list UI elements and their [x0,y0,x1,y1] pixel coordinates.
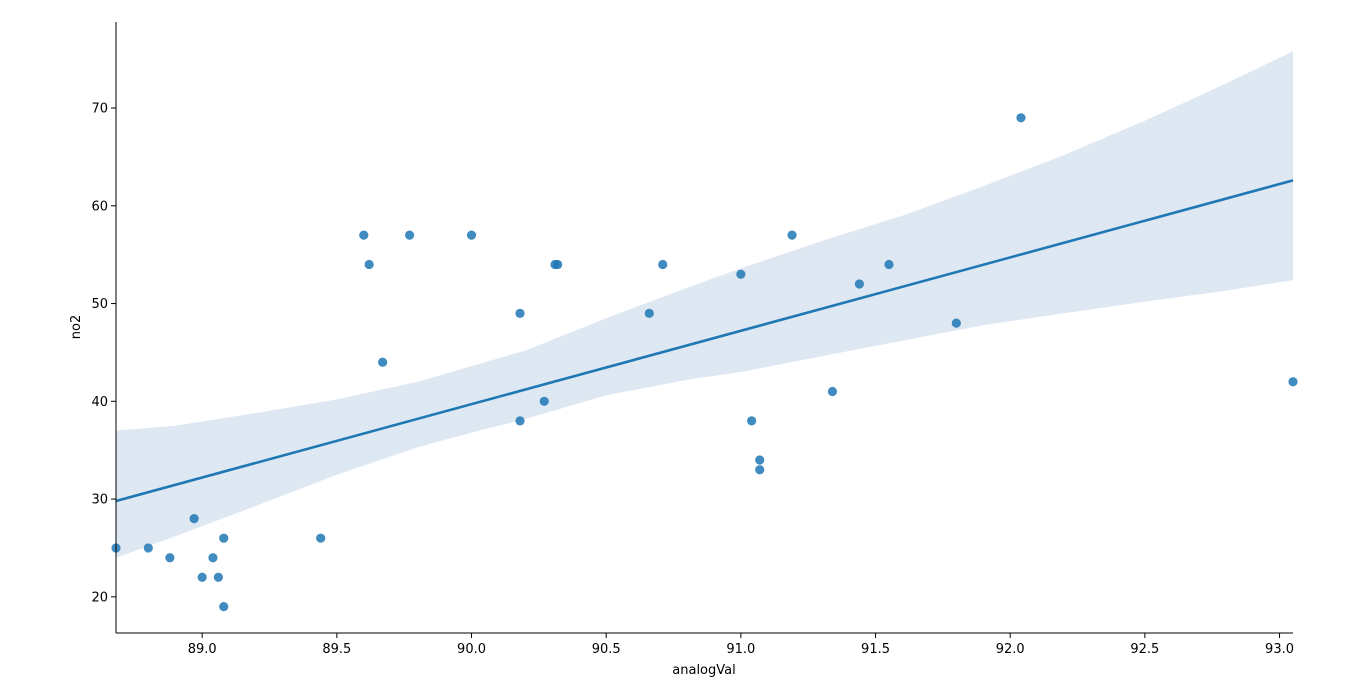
x-tick-label: 93.0 [1265,642,1294,657]
scatter-point [1288,377,1298,387]
y-tick-label: 30 [91,493,108,508]
scatter-point [189,514,199,524]
scatter-point [515,416,525,426]
y-ticks: 20 30 40 50 60 70 [91,102,116,605]
x-tick-label: 91.0 [726,642,755,657]
scatter-point [1016,113,1026,123]
scatter-points-layer [111,113,1298,612]
scatter-point [378,357,388,367]
scatter-point [466,230,477,240]
scatter-point [404,230,415,240]
y-tick-label: 50 [91,297,108,312]
scatter-point [644,308,654,318]
y-tick-label: 70 [91,102,108,117]
x-axis-label: analogVal [672,663,735,678]
scatter-point [951,318,961,328]
scatter-point [219,602,229,612]
regression-line [115,179,1294,503]
scatter-point [854,279,864,289]
scatter-point [197,572,207,582]
scatter-point [747,416,757,426]
scatter-point [658,259,668,270]
scatter-point [316,533,326,543]
confidence-band-layer [116,51,1293,558]
y-axis-label: no2 [69,315,84,339]
scatter-point [553,259,563,270]
x-tick-label: 90.5 [592,642,621,657]
scatter-point [755,455,765,465]
x-tick-label: 92.5 [1130,642,1159,657]
scatter-point [787,230,797,240]
regression-line-layer [115,179,1294,503]
scatter-point [165,553,175,563]
scatter-point [359,230,369,240]
scatter-point [827,386,838,397]
x-ticks: 89.0 89.5 90.0 90.5 91.0 91.5 92.0 92.5 93.0 [188,633,1294,657]
scatter-point [755,465,765,475]
y-tick-label: 60 [91,199,108,214]
x-tick-label: 89.5 [322,642,351,657]
scatter-point [219,533,229,543]
confidence-band [116,51,1293,558]
x-tick-label: 91.5 [861,642,890,657]
x-tick-label: 92.0 [996,642,1025,657]
x-tick-label: 89.0 [188,642,217,657]
scatter-point [143,543,153,553]
scatter-point [736,269,746,279]
scatter-point [515,308,525,318]
y-tick-label: 20 [91,590,108,605]
scatter-point [213,572,223,582]
scatter-point [364,259,374,270]
scatter-point [884,259,894,270]
axes-layer [115,22,1293,634]
y-tick-label: 40 [91,395,108,410]
scatter-point [539,396,549,406]
scatter-point [208,553,218,563]
x-tick-label: 90.0 [457,642,486,657]
